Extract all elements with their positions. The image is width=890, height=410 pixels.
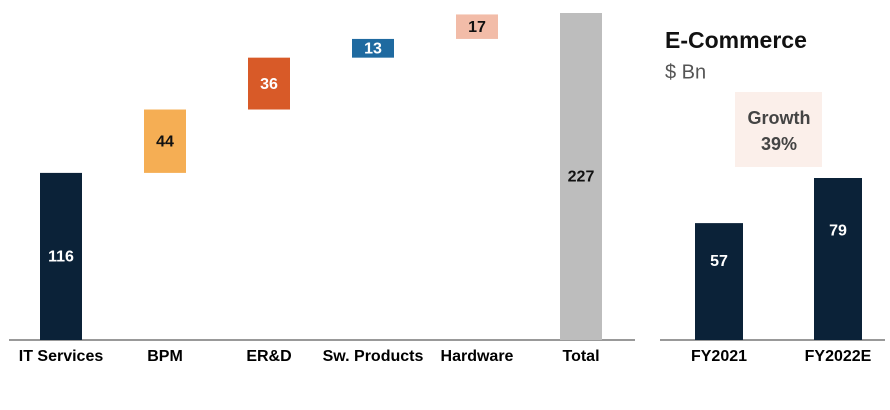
bar xyxy=(248,57,290,110)
annotation-box xyxy=(735,92,822,167)
chart-subtitle: $ Bn xyxy=(665,61,706,83)
data-label: 36 xyxy=(260,76,278,93)
data-label: 227 xyxy=(568,169,595,186)
data-label: 116 xyxy=(48,249,74,266)
annotation: Growth xyxy=(748,108,811,128)
bar xyxy=(40,172,82,340)
x-tick-label: BPM xyxy=(147,348,183,365)
bar xyxy=(695,223,743,340)
x-tick-label: FY2021 xyxy=(691,348,747,365)
data-label: 79 xyxy=(829,223,847,240)
data-label: 57 xyxy=(710,253,728,270)
x-tick-label: ER&D xyxy=(246,348,291,365)
bar xyxy=(352,38,394,58)
bar xyxy=(560,13,602,340)
bar xyxy=(144,109,186,173)
data-label: 13 xyxy=(364,41,382,58)
x-tick-label: Total xyxy=(562,348,599,365)
data-label: 17 xyxy=(468,19,486,36)
chart-title: E-Commerce xyxy=(665,27,807,53)
bar xyxy=(456,14,498,39)
x-tick-label: IT Services xyxy=(19,348,104,365)
bar xyxy=(814,178,862,340)
data-label: 44 xyxy=(156,133,174,150)
x-tick-label: FY2022E xyxy=(805,348,872,365)
annotation: 39% xyxy=(761,134,797,154)
x-tick-label: Hardware xyxy=(441,348,514,365)
x-tick-label: Sw. Products xyxy=(323,348,424,365)
